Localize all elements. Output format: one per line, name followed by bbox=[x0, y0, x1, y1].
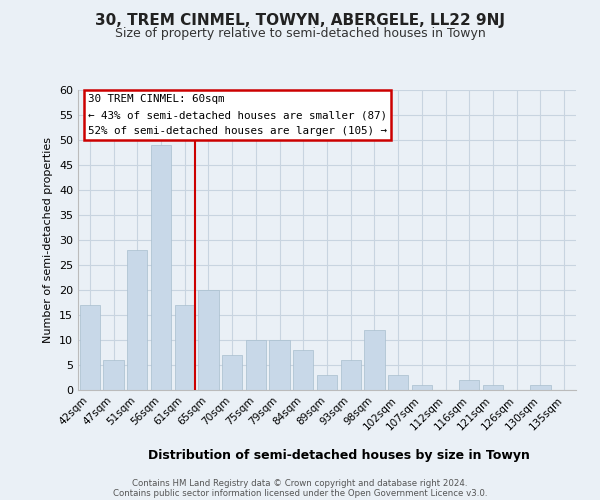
Bar bbox=[530, 385, 551, 390]
Bar bbox=[364, 330, 385, 390]
Bar bbox=[175, 305, 195, 390]
Bar bbox=[80, 305, 100, 390]
Bar bbox=[199, 290, 218, 390]
Text: Contains HM Land Registry data © Crown copyright and database right 2024.: Contains HM Land Registry data © Crown c… bbox=[132, 480, 468, 488]
Bar bbox=[293, 350, 313, 390]
Text: 30, TREM CINMEL, TOWYN, ABERGELE, LL22 9NJ: 30, TREM CINMEL, TOWYN, ABERGELE, LL22 9… bbox=[95, 12, 505, 28]
Text: Contains public sector information licensed under the Open Government Licence v3: Contains public sector information licen… bbox=[113, 490, 487, 498]
Bar bbox=[317, 375, 337, 390]
Text: Size of property relative to semi-detached houses in Towyn: Size of property relative to semi-detach… bbox=[115, 28, 485, 40]
Bar bbox=[412, 385, 432, 390]
Y-axis label: Number of semi-detached properties: Number of semi-detached properties bbox=[43, 137, 53, 343]
Text: Distribution of semi-detached houses by size in Towyn: Distribution of semi-detached houses by … bbox=[148, 448, 530, 462]
Bar bbox=[388, 375, 408, 390]
Bar bbox=[269, 340, 290, 390]
Bar bbox=[103, 360, 124, 390]
Bar bbox=[459, 380, 479, 390]
Bar bbox=[127, 250, 148, 390]
Bar bbox=[246, 340, 266, 390]
Text: 30 TREM CINMEL: 60sqm
← 43% of semi-detached houses are smaller (87)
52% of semi: 30 TREM CINMEL: 60sqm ← 43% of semi-deta… bbox=[88, 94, 387, 136]
Bar bbox=[222, 355, 242, 390]
Bar bbox=[483, 385, 503, 390]
Bar bbox=[151, 145, 171, 390]
Bar bbox=[341, 360, 361, 390]
